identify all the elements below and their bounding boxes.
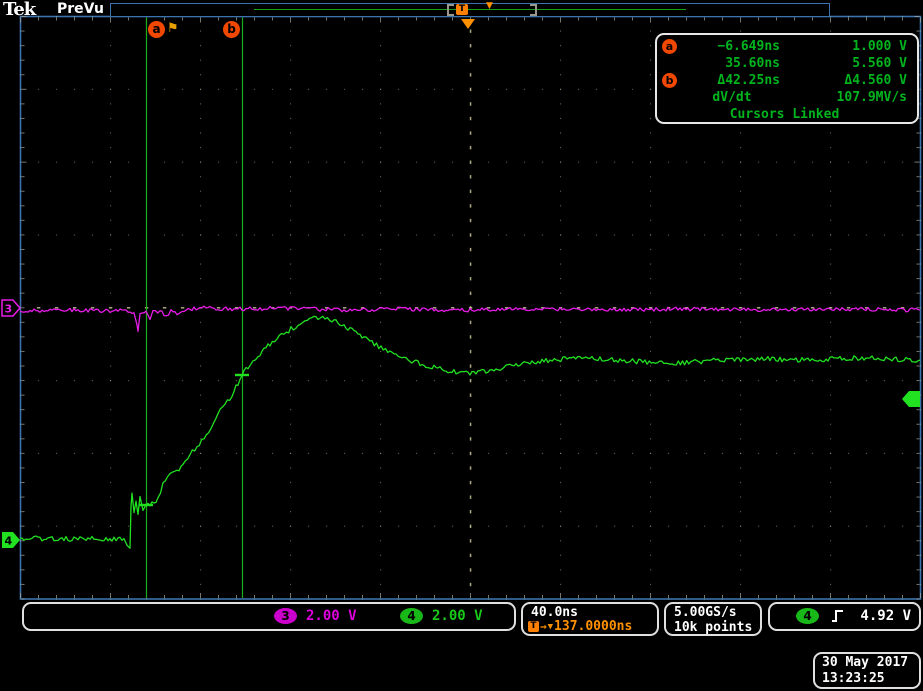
timebase-box[interactable]: 40.0ns T → ▼ 137.0000ns: [521, 602, 659, 636]
channel-4-scale: 2.00 V: [432, 608, 483, 624]
channel-3-badge[interactable]: 3: [274, 608, 297, 624]
channel-4-position-marker[interactable]: [2, 532, 20, 548]
tek-logo: Tek: [3, 0, 36, 20]
record-view-bar[interactable]: T ▼: [110, 1, 830, 17]
cursors-linked-label: Cursors Linked: [729, 107, 840, 122]
cursor-a-value: 1.000 V: [852, 39, 907, 54]
svg-text:4: 4: [5, 535, 13, 548]
channel-3-position-marker[interactable]: [1, 299, 21, 317]
dvdt-value: 107.9MV/s: [836, 90, 907, 105]
acquisition-box[interactable]: 5.00GS/s 10k points: [664, 602, 762, 636]
trigger-source-badge[interactable]: 4: [796, 608, 819, 624]
cursor-b-row: 35.60ns 5.560 V: [662, 55, 907, 72]
trigger-position-icon: [461, 19, 475, 29]
trace-ch3: [19, 305, 921, 333]
trigger-t-icon: T: [528, 621, 539, 632]
trace-ch4: [19, 315, 921, 549]
date-label: 30 May 2017: [822, 655, 909, 670]
cursor-delta-value: Δ4.560 V: [844, 73, 907, 88]
cursor-b-value: 5.560 V: [852, 56, 907, 71]
cursor-b-time: 35.60ns: [725, 56, 780, 71]
marker-icon: ▼: [547, 621, 554, 632]
channel-scale-box[interactable]: 3 2.00 V 4 2.00 V: [22, 602, 516, 631]
svg-text:3: 3: [5, 303, 13, 316]
dvdt-row: dV/dt 107.9MV/s: [662, 89, 907, 106]
trigger-level-value: 4.92 V: [860, 608, 911, 624]
dvdt-label: dV/dt: [712, 90, 752, 105]
cursor-delta-time: Δ42.25ns: [717, 73, 780, 88]
channel-4-readout[interactable]: 4 2.00 V: [400, 608, 483, 624]
cursor-b-handle[interactable]: b: [223, 21, 240, 38]
acquisition-mode-label: PreVu: [57, 1, 104, 17]
rising-edge-icon: [832, 610, 843, 622]
trigger-box[interactable]: 4 4.92 V: [768, 602, 921, 631]
timebase-scale: 40.0ns: [531, 605, 578, 620]
trigger-level-marker[interactable]: [902, 391, 920, 407]
cursor-a-row: a −6.649ns 1.000 V: [662, 38, 907, 55]
expansion-point-icon: ▼: [486, 1, 493, 11]
trigger-delay-readout: T → ▼ 137.0000ns: [528, 619, 632, 634]
record-length: 10k points: [674, 620, 753, 635]
time-label: 13:23:25: [822, 671, 885, 686]
channel-4-badge[interactable]: 4: [400, 608, 423, 624]
trigger-delay-value: 137.0000ns: [554, 619, 633, 634]
trigger-flag-icon[interactable]: T: [456, 4, 468, 15]
cursor-a-time: −6.649ns: [717, 39, 780, 54]
cursor-delta-row: b Δ42.25ns Δ4.560 V: [662, 72, 907, 89]
sample-rate: 5.00GS/s: [674, 605, 737, 620]
cursor-readout-panel[interactable]: a −6.649ns 1.000 V 35.60ns 5.560 V b Δ42…: [655, 33, 919, 124]
window-bracket-right-icon[interactable]: [530, 4, 537, 16]
datetime-box: 30 May 2017 13:23:25: [813, 652, 921, 689]
cursor-linked-flag-icon: ⚑: [167, 21, 179, 36]
cursor-b-badge: b: [662, 73, 677, 88]
arrow-icon: →: [540, 620, 547, 633]
cursor-a-handle[interactable]: a: [148, 21, 165, 38]
cursor-a-badge: a: [662, 39, 677, 54]
record-waveform-line: [254, 9, 686, 10]
window-bracket-left-icon[interactable]: [447, 4, 454, 16]
channel-3-scale: 2.00 V: [306, 608, 357, 624]
channel-3-readout[interactable]: 3 2.00 V: [274, 608, 357, 624]
